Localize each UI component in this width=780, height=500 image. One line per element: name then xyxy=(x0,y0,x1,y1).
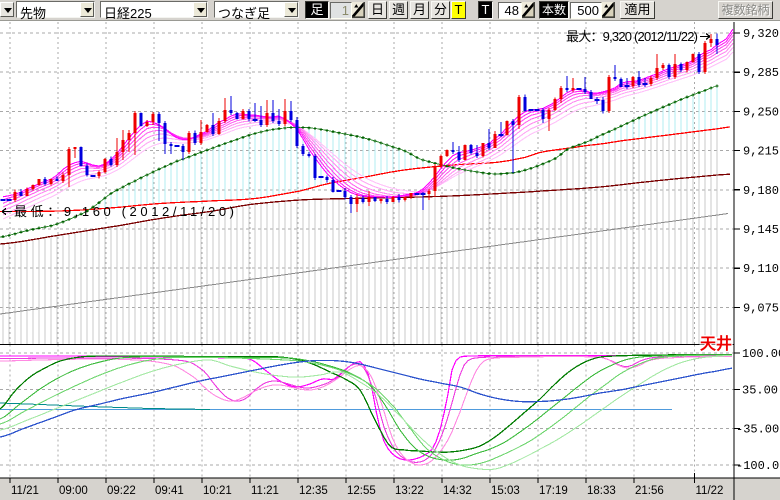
svg-text:13:22: 13:22 xyxy=(395,485,424,497)
svg-text:9,285: 9,285 xyxy=(743,66,779,80)
svg-text:15:03: 15:03 xyxy=(491,485,520,497)
svg-text:21:56: 21:56 xyxy=(635,485,664,497)
svg-text:9,110: 9,110 xyxy=(743,262,779,276)
svg-text:最低：9,160 (2012/11/20): 最低：9,160 (2012/11/20) xyxy=(14,204,234,219)
svg-text:12:35: 12:35 xyxy=(299,485,328,497)
svg-text:天井: 天井 xyxy=(700,334,732,353)
svg-text:09:41: 09:41 xyxy=(155,485,184,497)
svg-text:10:21: 10:21 xyxy=(203,485,232,497)
svg-text:9,145: 9,145 xyxy=(743,223,779,237)
svg-text:-100.00: -100.00 xyxy=(736,459,780,473)
svg-text:17:19: 17:19 xyxy=(539,485,568,497)
svg-text:14:32: 14:32 xyxy=(443,485,472,497)
svg-text:09:00: 09:00 xyxy=(59,485,88,497)
svg-text:最大：9,320 (2012/11/22): 最大：9,320 (2012/11/22) xyxy=(566,29,698,44)
svg-text:9,250: 9,250 xyxy=(743,105,779,119)
svg-text:18:33: 18:33 xyxy=(587,485,616,497)
svg-text:12:55: 12:55 xyxy=(347,485,376,497)
svg-text:9,215: 9,215 xyxy=(743,145,779,159)
svg-text:100.00: 100.00 xyxy=(742,347,780,361)
svg-text:09:22: 09:22 xyxy=(107,485,136,497)
svg-text:-35.00: -35.00 xyxy=(736,423,779,437)
svg-text:11/22: 11/22 xyxy=(696,485,724,497)
svg-text:9,180: 9,180 xyxy=(743,184,779,198)
svg-text:35.00: 35.00 xyxy=(742,383,778,397)
svg-text:9,320: 9,320 xyxy=(743,27,779,41)
svg-text:11/21: 11/21 xyxy=(11,485,39,497)
svg-text:9,075: 9,075 xyxy=(743,301,779,315)
svg-text:11:21: 11:21 xyxy=(251,485,279,497)
